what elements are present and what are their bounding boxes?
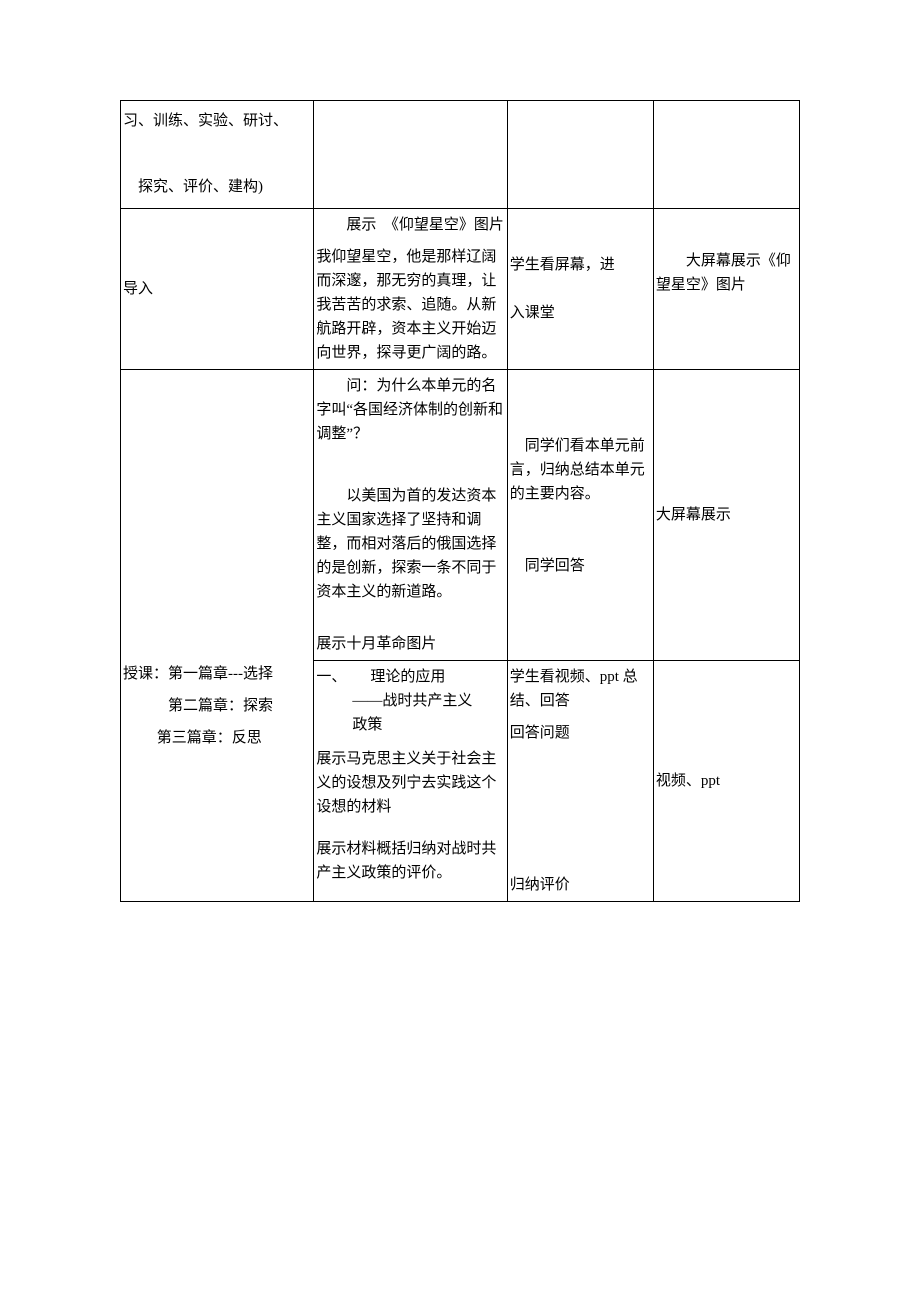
text: 学生看屏幕，进 入课堂 [510,253,651,325]
text: 归纳评价 [510,873,651,897]
cell-r2c1: 问：为什么本单元的名字叫“各国经济体制的创新和调整”？ 以美国为首的发达资本主义… [314,370,507,661]
cell-r2c0: 授课：第一篇章---选择 第二篇章：探索 第三篇章：反思 [121,370,314,902]
text: 展示 《仰望星空》图片 [316,213,504,237]
page: 习、训练、实验、研讨、 探究、评价、建构) 导入 展示 《仰望星空》图片 我仰望… [0,0,920,962]
cell-r1c2: 学生看屏幕，进 入课堂 [507,209,653,370]
lesson-plan-table: 习、训练、实验、研讨、 探究、评价、建构) 导入 展示 《仰望星空》图片 我仰望… [120,100,800,902]
text: 以美国为首的发达资本主义国家选择了坚持和调整，而相对落后的俄国选择的是创新，探索… [316,484,504,604]
table-row: 导入 展示 《仰望星空》图片 我仰望星空，他是那样辽阔而深邃，那无穷的真理，让我… [121,209,800,370]
text: 回答问题 [510,721,651,745]
text: 习、训练、实验、研讨、 探究、评价、建构) [123,105,311,204]
cell-r3c2: 学生看视频、ppt 总结、回答 回答问题 归纳评价 [507,661,653,902]
text: 大屏幕展示 [656,503,797,527]
cell-r3c3: 视频、ppt [653,661,799,902]
text: 政策 [316,713,504,737]
text: 展示材料概括归纳对战时共产主义政策的评价。 [316,837,504,885]
cell-r0c1 [314,101,507,209]
text: 导入 [123,277,311,301]
text: 我仰望星空，他是那样辽阔而深邃，那无穷的真理，让我苦苦的求索、追随。从新航路开辟… [316,245,504,365]
cell-r1c1: 展示 《仰望星空》图片 我仰望星空，他是那样辽阔而深邃，那无穷的真理，让我苦苦的… [314,209,507,370]
text: 第二篇章：探索 [123,694,311,718]
text: 同学们看本单元前言，归纳总结本单元的主要内容。 [510,434,651,506]
cell-r0c3 [653,101,799,209]
text: ——战时共产主义 [316,689,504,713]
text: 大屏幕展示《仰望星空》图片 [656,249,797,297]
cell-r1c3: 大屏幕展示《仰望星空》图片 [653,209,799,370]
text: 展示马克思主义关于社会主义的设想及列宁去实践这个设想的材料 [316,747,504,819]
cell-r0c0: 习、训练、实验、研讨、 探究、评价、建构) [121,101,314,209]
text: 问：为什么本单元的名字叫“各国经济体制的创新和调整”？ [316,374,504,446]
text: 授课：第一篇章---选择 [123,662,311,686]
text: 学生看视频、ppt 总结、回答 [510,665,651,713]
table-row: 授课：第一篇章---选择 第二篇章：探索 第三篇章：反思 问：为什么本单元的名字… [121,370,800,661]
text: 理论的应用 [370,665,445,689]
cell-r2c3: 大屏幕展示 [653,370,799,661]
cell-r0c2 [507,101,653,209]
text: 同学回答 [510,554,651,578]
cell-r1c0: 导入 [121,209,314,370]
text: 一、 [316,665,346,689]
cell-r3c1: 一、 理论的应用 ——战时共产主义 政策 展示马克思主义关于社会主义的设想及列宁… [314,661,507,902]
text: 展示十月革命图片 [316,632,504,656]
text: 第三篇章：反思 [123,726,311,750]
table-row: 习、训练、实验、研讨、 探究、评价、建构) [121,101,800,209]
text: 视频、ppt [656,769,797,793]
cell-r2c2: 同学们看本单元前言，归纳总结本单元的主要内容。 同学回答 [507,370,653,661]
